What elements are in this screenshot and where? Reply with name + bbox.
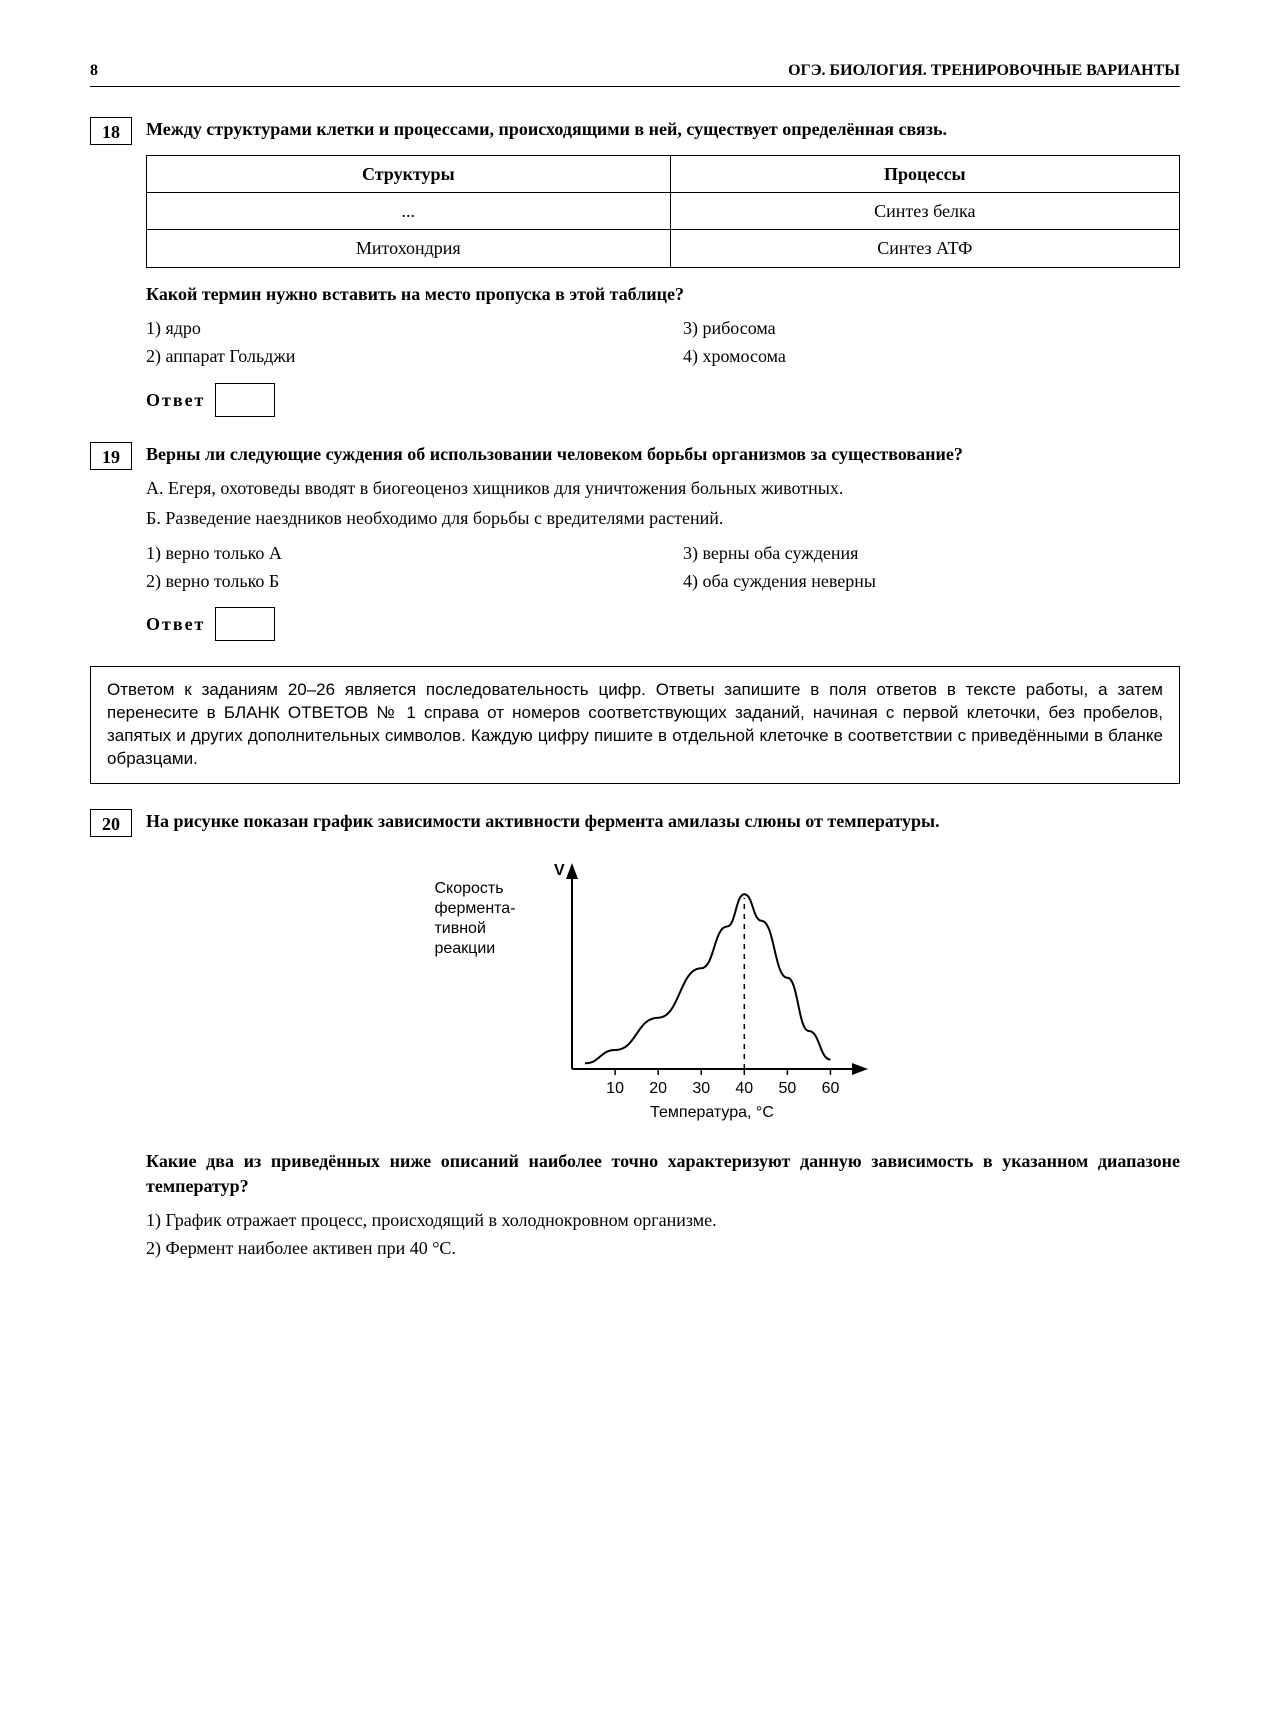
option: 4) оба суждения неверны xyxy=(683,569,1180,593)
label-line: тивной xyxy=(434,920,485,937)
svg-text:Температура, °C: Температура, °C xyxy=(650,1104,774,1121)
task-prompt: Верны ли следующие суждения об использов… xyxy=(146,442,1180,466)
answer-row: Ответ xyxy=(146,607,1180,641)
label-line: реакции xyxy=(434,940,495,957)
header-title: ОГЭ. БИОЛОГИЯ. ТРЕНИРОВОЧНЫЕ ВАРИАНТЫ xyxy=(788,60,1180,82)
table-cell: Синтез АТФ xyxy=(670,230,1179,267)
task-number-box: 20 xyxy=(90,809,132,837)
task-number-box: 19 xyxy=(90,442,132,470)
task-body: На рисунке показан график зависимости ак… xyxy=(146,809,1180,1264)
option: 3) верны оба суждения xyxy=(683,541,1180,565)
svg-text:20: 20 xyxy=(649,1080,667,1097)
statement: Б. Разведение наездников необходимо для … xyxy=(146,506,1180,530)
table-cell: Синтез белка xyxy=(670,193,1179,230)
table-header: Процессы xyxy=(670,155,1179,192)
list-item: 2) Фермент наиболее активен при 40 °С. xyxy=(146,1236,1180,1260)
table-header: Структуры xyxy=(147,155,671,192)
task-19: 19 Верны ли следующие суждения об исполь… xyxy=(90,442,1180,641)
table-cell: ... xyxy=(147,193,671,230)
page-header: 8 ОГЭ. БИОЛОГИЯ. ТРЕНИРОВОЧНЫЕ ВАРИАНТЫ xyxy=(90,60,1180,87)
answer-box[interactable] xyxy=(215,383,275,417)
answer-box[interactable] xyxy=(215,607,275,641)
svg-text:10: 10 xyxy=(606,1080,624,1097)
option: 1) ядро xyxy=(146,316,643,340)
option: 3) рибосома xyxy=(683,316,1180,340)
chart-container: Скорость фермента- тивной реакции V 10 20 3… xyxy=(146,849,1180,1129)
answer-label: Ответ xyxy=(146,388,205,412)
task-prompt: Между структурами клетки и процессами, п… xyxy=(146,117,1180,141)
statement: А. Егеря, охотоведы вводят в биогеоценоз… xyxy=(146,476,1180,500)
list-item: 1) График отражает процесс, происходящий… xyxy=(146,1208,1180,1232)
task-prompt: На рисунке показан график зависимости ак… xyxy=(146,809,1180,833)
svg-text:60: 60 xyxy=(821,1080,839,1097)
instruction-box: Ответом к заданиям 20–26 является послед… xyxy=(90,666,1180,784)
numbered-list: 1) График отражает процесс, происходящий… xyxy=(146,1208,1180,1261)
table-row: Митохондрия Синтез АТФ xyxy=(147,230,1180,267)
svg-text:50: 50 xyxy=(778,1080,796,1097)
answer-row: Ответ xyxy=(146,383,1180,417)
svg-text:30: 30 xyxy=(692,1080,710,1097)
options-grid: 1) верно только А 3) верны оба суждения … xyxy=(146,541,1180,594)
task-body: Между структурами клетки и процессами, п… xyxy=(146,117,1180,417)
label-line: фермента- xyxy=(434,900,515,917)
task-18: 18 Между структурами клетки и процессами… xyxy=(90,117,1180,417)
task-20: 20 На рисунке показан график зависимости… xyxy=(90,809,1180,1264)
task-body: Верны ли следующие суждения об использов… xyxy=(146,442,1180,641)
option: 1) верно только А xyxy=(146,541,643,565)
answer-label: Ответ xyxy=(146,612,205,636)
page-number: 8 xyxy=(90,60,98,82)
statements: А. Егеря, охотоведы вводят в биогеоценоз… xyxy=(146,476,1180,531)
option: 2) верно только Б xyxy=(146,569,643,593)
table-cell: Митохондрия xyxy=(147,230,671,267)
svg-text:V: V xyxy=(554,862,565,879)
option: 4) хромосома xyxy=(683,344,1180,368)
option: 2) аппарат Гольджи xyxy=(146,344,643,368)
svg-text:40: 40 xyxy=(735,1080,753,1097)
label-line: Скорость xyxy=(434,880,503,897)
structures-table: Структуры Процессы ... Синтез белка Мито… xyxy=(146,155,1180,268)
task-question: Какой термин нужно вставить на место про… xyxy=(146,282,1180,306)
task-question: Какие два из приведённых ниже описаний н… xyxy=(146,1149,1180,1198)
task-number-box: 18 xyxy=(90,117,132,145)
chart-y-description: Скорость фермента- тивной реакции xyxy=(434,879,515,959)
options-grid: 1) ядро 3) рибосома 2) аппарат Гольджи 4… xyxy=(146,316,1180,369)
enzyme-chart: V 10 20 30 40 50 60 Температура, °C xyxy=(532,849,892,1129)
table-row: ... Синтез белка xyxy=(147,193,1180,230)
table-header-row: Структуры Процессы xyxy=(147,155,1180,192)
